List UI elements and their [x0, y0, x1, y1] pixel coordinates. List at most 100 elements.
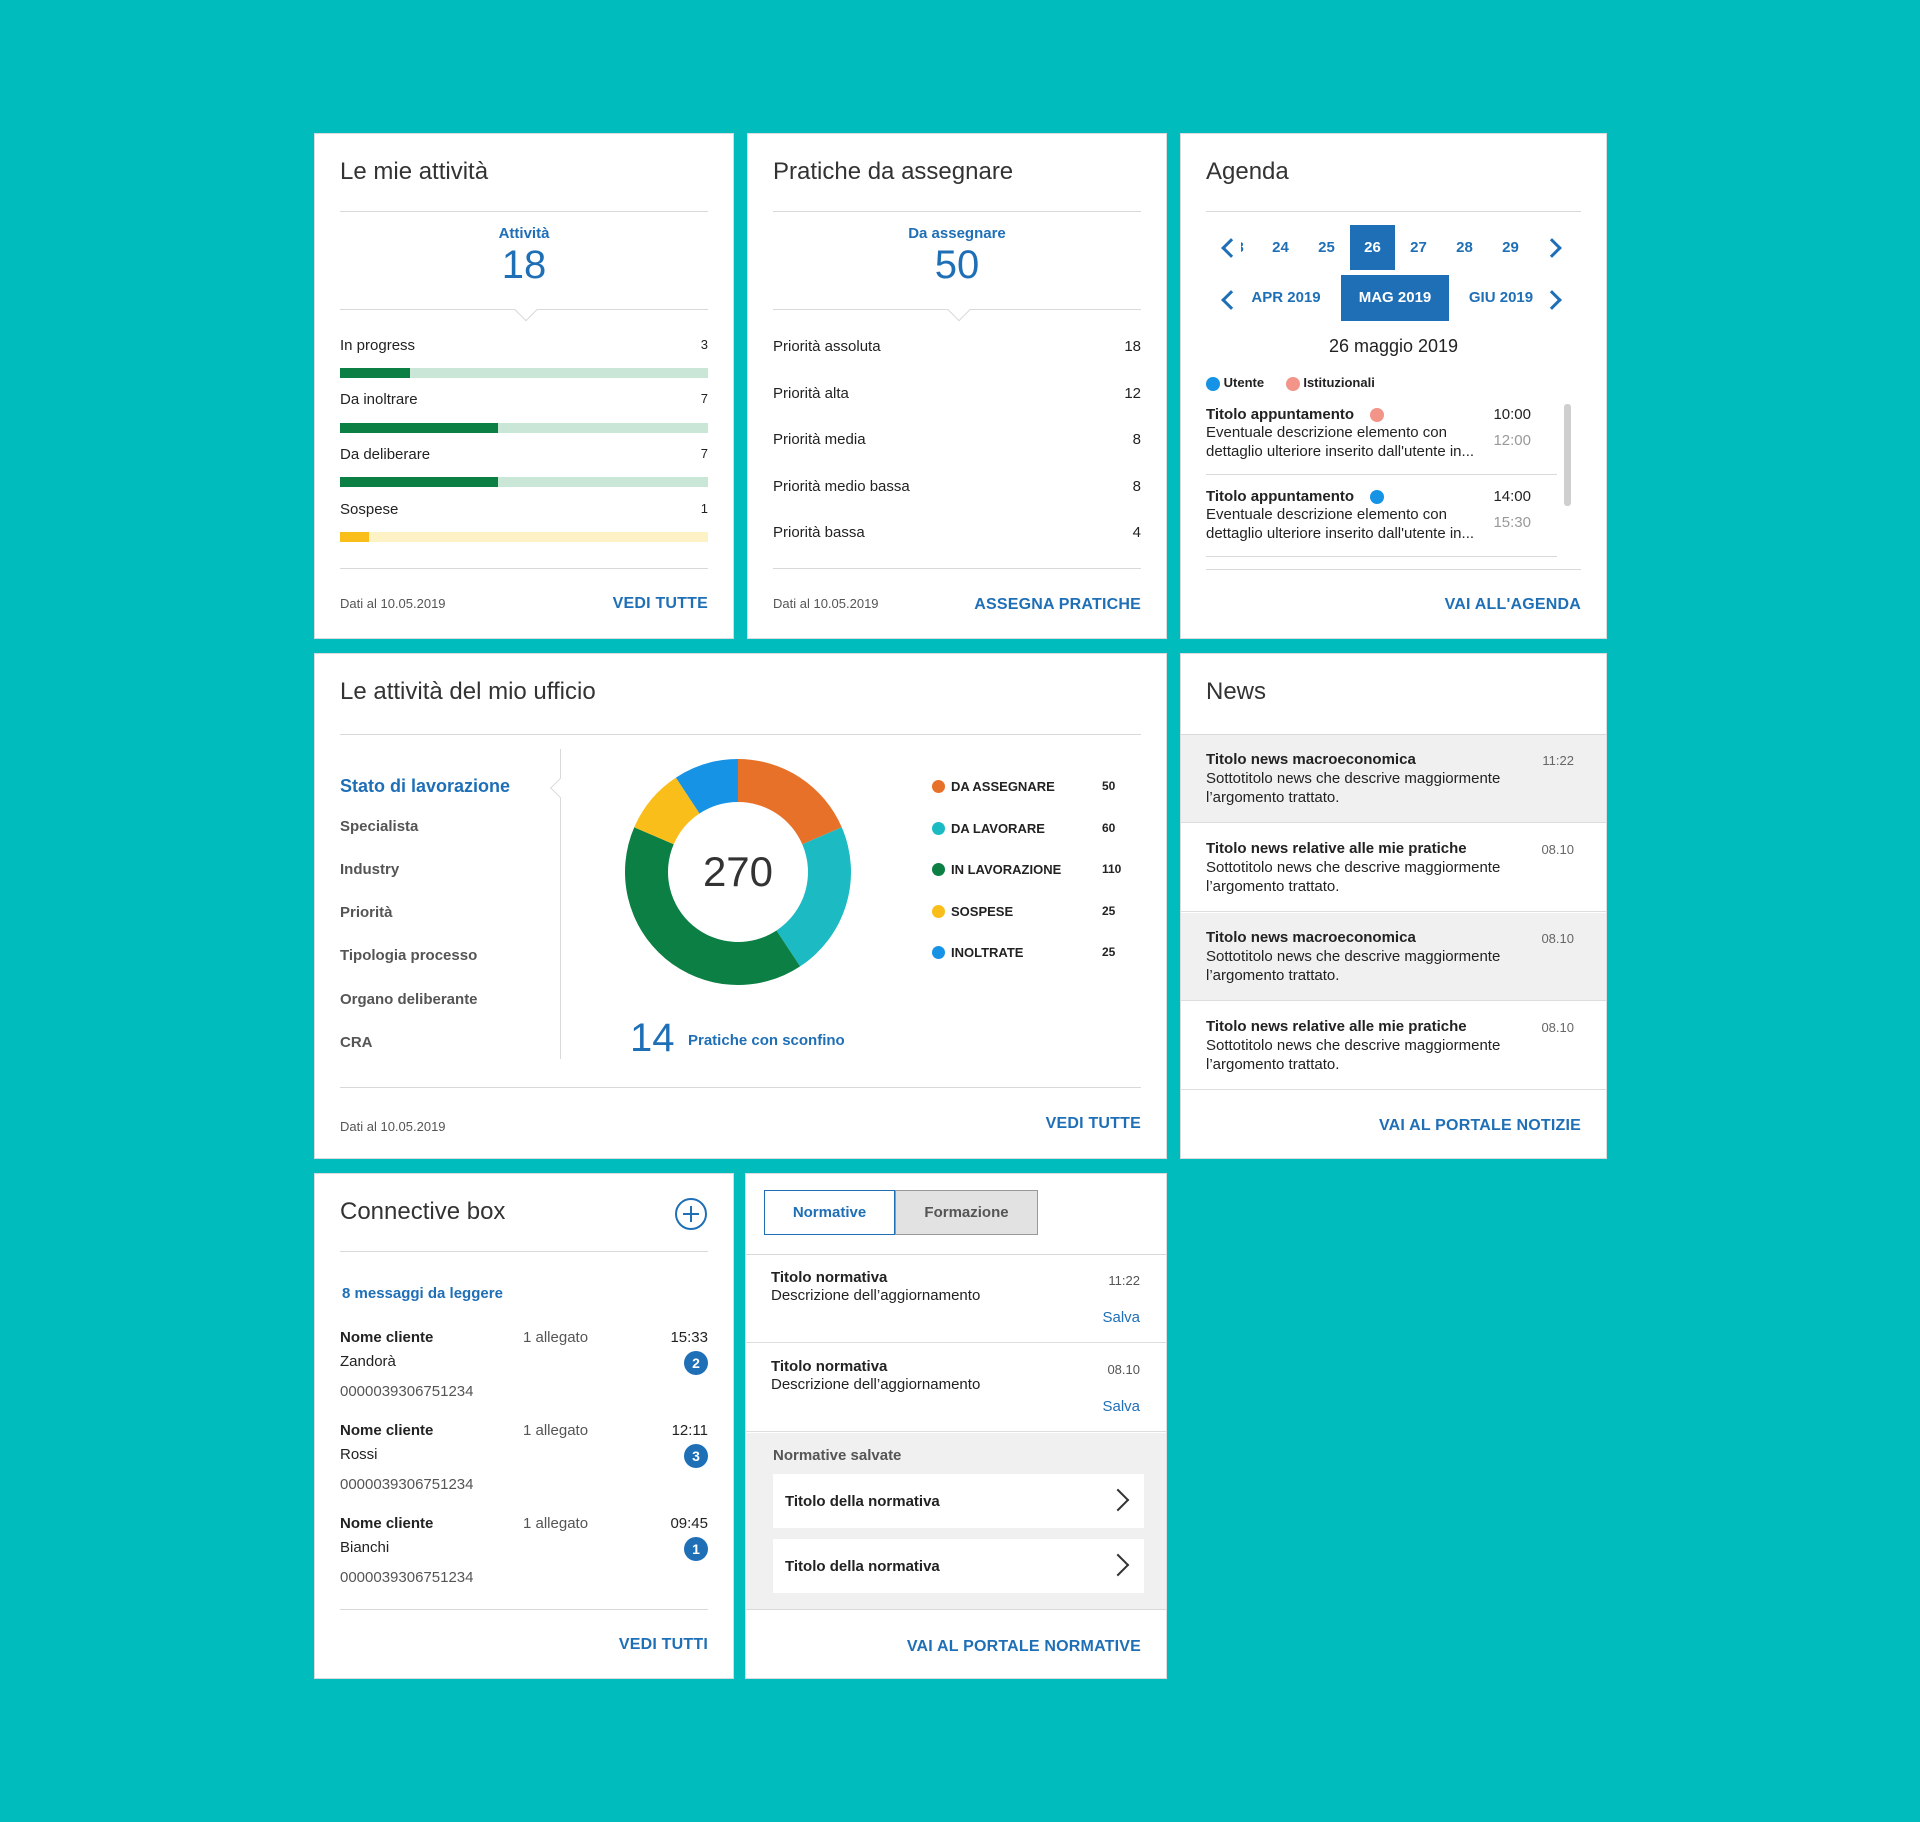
day-cell[interactable]: 23 — [1241, 225, 1258, 270]
message-time: 15:33 — [670, 1329, 708, 1346]
divider — [1206, 474, 1557, 475]
priority-row[interactable]: Priorità alta 12 — [773, 385, 1141, 402]
tab-stato-di-lavorazione[interactable]: Stato di lavorazione — [340, 776, 511, 796]
saved-section-title: Normative salvate — [773, 1447, 902, 1464]
message-item[interactable]: Nome cliente Zandorà 0000039306751234 1 … — [340, 1329, 708, 1419]
tab-nav: Stato di lavorazione Specialista Industr… — [315, 654, 565, 1074]
progress-count: 3 — [700, 337, 708, 352]
message-name: Nome cliente — [340, 1329, 434, 1346]
priority-row[interactable]: Priorità assoluta 18 — [773, 338, 1141, 355]
day-cell-selected[interactable]: 26 — [1350, 225, 1395, 270]
news-item[interactable]: Titolo news macroeconomica Sottotitolo n… — [1181, 735, 1606, 823]
appointment-item[interactable]: Titolo appuntamento Eventuale descrizion… — [1206, 406, 1556, 486]
donut-slice-da-lavorare[interactable] — [776, 827, 851, 967]
salva-link[interactable]: Salva — [1102, 1309, 1140, 1326]
appointment-title: Titolo appuntamento — [1206, 406, 1556, 423]
message-item[interactable]: Nome cliente Rossi 0000039306751234 1 al… — [340, 1422, 708, 1512]
next-day-arrow-icon[interactable] — [1542, 238, 1562, 258]
donut-slice-in-lavorazione[interactable] — [625, 827, 801, 985]
appointment-start: 10:00 — [1493, 406, 1531, 423]
message-count-badge: 3 — [684, 1444, 708, 1468]
chevron-right-icon — [1106, 1553, 1130, 1577]
prev-month-arrow-icon[interactable] — [1221, 290, 1241, 310]
tab-specialista[interactable]: Specialista — [340, 818, 419, 835]
priority-label: Priorità alta — [773, 385, 849, 402]
salva-link[interactable]: Salva — [1102, 1398, 1140, 1415]
add-icon[interactable] — [674, 1197, 708, 1231]
donut-chart: 270 — [625, 759, 851, 985]
saved-normativa-item[interactable]: Titolo della normativa — [773, 1539, 1144, 1593]
normativa-time: 11:22 — [1108, 1273, 1140, 1288]
month-cell[interactable]: APR 2019 — [1251, 289, 1321, 306]
day-cell[interactable]: 25 — [1318, 239, 1335, 256]
unread-messages-link[interactable]: 8 messaggi da leggere — [342, 1285, 503, 1302]
day-cell[interactable]: 27 — [1410, 239, 1427, 256]
donut-slice-inoltrate[interactable] — [675, 759, 738, 814]
tab-normative[interactable]: Normative — [764, 1190, 895, 1235]
tab-priorita[interactable]: Priorità — [340, 904, 393, 921]
news-title: Titolo news relative alle mie pratiche — [1206, 840, 1467, 857]
progress-fill — [340, 532, 370, 542]
message-name: Nome cliente — [340, 1422, 434, 1439]
card-connective-box: Connective box 8 messaggi da leggere Nom… — [314, 1173, 734, 1679]
day-cell[interactable]: 28 — [1456, 239, 1473, 256]
appointment-end: 15:30 — [1493, 514, 1531, 531]
divider — [746, 1254, 1166, 1255]
card-title: News — [1206, 678, 1267, 705]
assegna-pratiche-link[interactable]: ASSEGNA PRATICHE — [974, 596, 1141, 613]
priority-count: 18 — [1124, 338, 1141, 355]
appointments-scrollbar[interactable] — [1564, 404, 1571, 506]
sconfino-value: 14 — [630, 1016, 675, 1060]
selected-date: 26 maggio 2019 — [1328, 336, 1459, 356]
priority-row[interactable]: Priorità medio bassa 8 — [773, 478, 1141, 495]
news-item[interactable]: Titolo news relative alle mie pratiche S… — [1181, 1002, 1606, 1090]
message-client: Rossi — [340, 1446, 378, 1463]
legend-label: DA LAVORARE — [951, 820, 1045, 836]
priority-count: 4 — [1132, 524, 1141, 541]
legend-item: DA LAVORARE 60 — [932, 820, 1115, 836]
normativa-item[interactable]: Titolo normativa Descrizione dell’aggior… — [746, 1255, 1166, 1343]
donut-slice-sospese[interactable] — [634, 777, 700, 845]
legend-label: Utente — [1223, 375, 1265, 390]
priority-row[interactable]: Priorità media 8 — [773, 431, 1141, 448]
vedi-tutte-link[interactable]: VEDI TUTTE — [1045, 1115, 1141, 1132]
month-cell[interactable]: GIU 2019 — [1468, 289, 1534, 306]
donut-slice-da-assegnare[interactable] — [738, 759, 842, 845]
day-cell[interactable]: 24 — [1272, 239, 1289, 256]
vai-al-portale-notizie-link[interactable]: VAI AL PORTALE NOTIZIE — [1378, 1117, 1581, 1134]
appointment-item[interactable]: Titolo appuntamento Eventuale descrizion… — [1206, 488, 1556, 568]
day-cell[interactable]: 29 — [1502, 239, 1519, 256]
divider — [340, 1251, 708, 1252]
message-attachment: 1 allegato — [523, 1422, 589, 1439]
saved-normativa-item[interactable]: Titolo della normativa — [773, 1474, 1144, 1528]
news-title: Titolo news relative alle mie pratiche — [1206, 1018, 1467, 1035]
appointment-dot-icon — [1370, 490, 1385, 505]
tab-industry[interactable]: Industry — [340, 861, 400, 878]
news-item[interactable]: Titolo news relative alle mie pratiche S… — [1181, 824, 1606, 912]
card-title: Le attività del mio ufficio — [340, 678, 596, 705]
message-item[interactable]: Nome cliente Bianchi 0000039306751234 1 … — [340, 1515, 708, 1605]
vedi-tutti-link[interactable]: VEDI TUTTI — [618, 1636, 708, 1653]
legend-dot-icon — [932, 946, 945, 959]
vai-all-agenda-link[interactable]: VAI ALL'AGENDA — [1444, 596, 1581, 613]
priority-row[interactable]: Priorità bassa 4 — [773, 524, 1141, 541]
month-cell-selected[interactable]: MAG 2019 — [1341, 275, 1449, 321]
divider — [1206, 556, 1557, 557]
prev-day-arrow-icon[interactable] — [1221, 238, 1241, 258]
saved-normativa-title: Titolo della normativa — [785, 1493, 940, 1510]
news-item[interactable]: Titolo news macroeconomica Sottotitolo n… — [1181, 913, 1606, 1001]
next-month-arrow-icon[interactable] — [1542, 290, 1562, 310]
tab-cra[interactable]: CRA — [340, 1034, 373, 1051]
tab-tipologia-processo[interactable]: Tipologia processo — [340, 947, 478, 964]
legend-item: IN LAVORAZIONE 110 — [932, 862, 1121, 877]
message-client: Bianchi — [340, 1539, 390, 1556]
priority-count: 12 — [1124, 385, 1141, 402]
vai-al-portale-normative-link[interactable]: VAI AL PORTALE NORMATIVE — [906, 1638, 1141, 1655]
vedi-tutte-link[interactable]: VEDI TUTTE — [612, 595, 708, 612]
tab-organo-deliberante[interactable]: Organo deliberante — [340, 991, 478, 1008]
progress-row: In progress 3 — [340, 337, 708, 359]
legend-item: INOLTRATE 25 — [932, 945, 1115, 960]
normativa-item[interactable]: Titolo normativa Descrizione dell’aggior… — [746, 1344, 1166, 1432]
sconfino-label[interactable]: Pratiche con sconfino — [688, 1032, 845, 1049]
tab-formazione[interactable]: Formazione — [895, 1190, 1038, 1235]
